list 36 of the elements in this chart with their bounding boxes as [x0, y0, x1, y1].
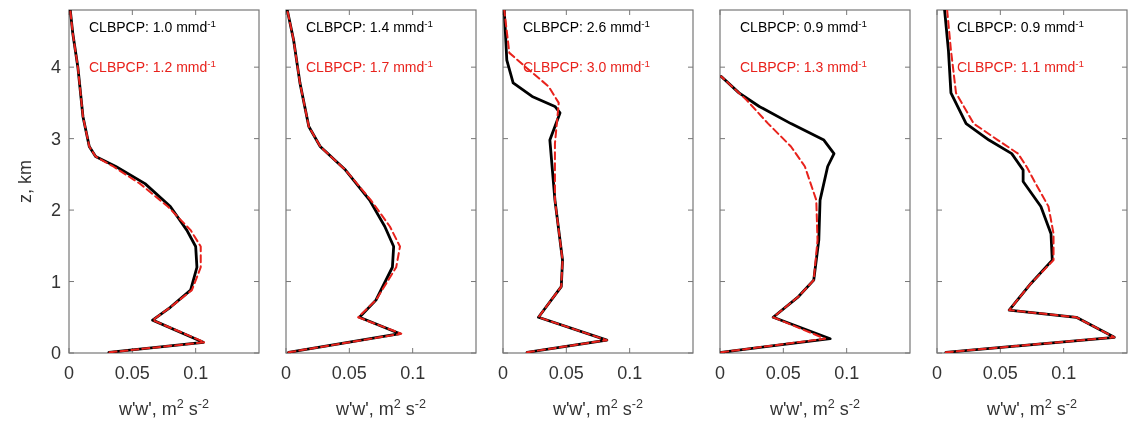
- x-tick-label: 0: [497, 363, 509, 383]
- series-label: CLBPCP: 1.2 mmd$^{-1}$: [89, 57, 216, 75]
- series-label: CLBPCP: 0.9 mmd$^{-1}$: [957, 17, 1084, 35]
- x-axis-title: w'w', m$^{2}$ s$^{-2}$: [985, 397, 1078, 419]
- x-tick-label: 0.1: [617, 363, 643, 383]
- x-tick-label: 0.1: [834, 363, 860, 383]
- series-label: CLBPCP: 1.3 mmd$^{-1}$: [740, 57, 867, 75]
- series-label: CLBPCP: 1.4 mmd$^{-1}$: [306, 17, 433, 35]
- x-tick-label: 0.05: [765, 363, 801, 383]
- x-tick-label: 0: [63, 363, 75, 383]
- x-tick-label: 0.05: [982, 363, 1018, 383]
- series-label: CLBPCP: 3.0 mmd$^{-1}$: [523, 57, 650, 75]
- x-tick-label: 0.05: [114, 363, 150, 383]
- x-axis-title: w'w', m$^{2}$ s$^{-2}$: [551, 397, 644, 419]
- y-tick-label: 3: [50, 128, 61, 149]
- y-axis-title: z, km: [15, 160, 35, 203]
- y-tick-label: 0: [50, 343, 61, 363]
- x-tick-label: 0.1: [400, 363, 426, 383]
- x-tick-label: 0.1: [1051, 363, 1077, 383]
- x-axis-title: w'w', m$^{2}$ s$^{-2}$: [768, 397, 861, 419]
- series-label: CLBPCP: 1.0 mmd$^{-1}$: [89, 17, 216, 35]
- x-tick-label: 0: [280, 363, 292, 383]
- x-tick-label: 0.05: [331, 363, 367, 383]
- series-label: CLBPCP: 1.7 mmd$^{-1}$: [306, 57, 433, 75]
- x-tick-label: 0.1: [183, 363, 209, 383]
- x-tick-label: 0: [931, 363, 943, 383]
- text: CLBPCP: 0.9 mmd$^{-1}$: [740, 17, 867, 35]
- y-tick-label: 4: [50, 57, 61, 78]
- y-tick-label: 1: [50, 271, 61, 292]
- y-tick-label: 2: [50, 200, 61, 221]
- x-axis-title: w'w', m$^{2}$ s$^{-2}$: [334, 397, 427, 419]
- series-label: CLBPCP: 2.6 mmd$^{-1}$: [523, 17, 650, 35]
- x-tick-label: 0.05: [548, 363, 584, 383]
- x-tick-label: 0: [714, 363, 726, 383]
- series-label: CLBPCP: 1.1 mmd$^{-1}$: [957, 57, 1084, 75]
- x-axis-title: w'w', m$^{2}$ s$^{-2}$: [117, 397, 210, 419]
